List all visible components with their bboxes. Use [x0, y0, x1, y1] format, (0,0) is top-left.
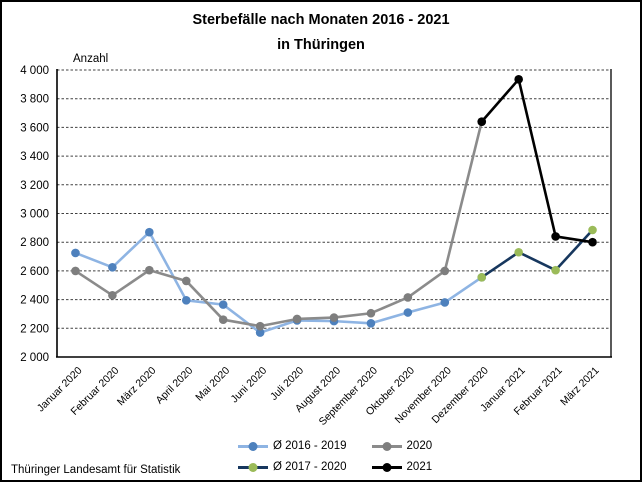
x-tick-label: Juni 2020 [229, 365, 270, 406]
data-point-marker [181, 276, 191, 286]
legend-swatch [371, 462, 402, 472]
legend-marker [382, 441, 392, 451]
data-point-marker [551, 232, 560, 241]
data-point-marker [477, 117, 487, 126]
data-point-marker [329, 313, 339, 322]
data-point-marker [292, 314, 302, 324]
legend-swatch [238, 441, 268, 451]
data-point-marker [108, 263, 117, 272]
chart-legend: Ø 2016 - 2019 2020 Ø 2017 - 2020 2021 [237, 440, 432, 473]
y-tick-label: 3 200 [20, 180, 49, 192]
series-line [74, 120, 484, 328]
x-tick-label: März 2020 [115, 365, 159, 409]
legend-marker [248, 462, 258, 472]
chart-title-line2: in Thüringen [277, 37, 365, 53]
data-point-marker [218, 300, 228, 309]
data-point-marker [218, 315, 228, 324]
data-point-marker [71, 248, 80, 258]
data-point-marker [403, 293, 413, 302]
legend-label: 2020 [406, 440, 433, 452]
legend-swatch [238, 462, 268, 472]
legend-label: Ø 2017 - 2020 [273, 461, 347, 473]
data-point-marker [145, 227, 154, 237]
y-tick-label: 3 600 [20, 122, 49, 134]
legend-item: Ø 2016 - 2019 [237, 440, 347, 452]
legend-label: Ø 2016 - 2019 [273, 440, 347, 452]
data-point-marker [440, 266, 450, 276]
y-tick-label: 2 200 [20, 323, 49, 335]
data-point-marker [366, 318, 376, 328]
legend-swatch [371, 441, 402, 451]
data-point-marker [514, 247, 523, 257]
legend-marker [382, 462, 392, 472]
data-point-marker [108, 290, 117, 300]
y-tick-label: 2 400 [20, 295, 49, 307]
data-point-marker [181, 296, 191, 305]
legend-item: 2021 [371, 461, 433, 473]
data-point-marker [255, 328, 265, 337]
data-point-marker [514, 75, 523, 84]
legend-label: 2021 [406, 461, 433, 473]
y-tick-label: 3 800 [20, 94, 49, 106]
y-tick-label: 4 000 [20, 65, 49, 77]
data-point-marker [551, 265, 560, 275]
series-line [74, 230, 484, 334]
y-tick-label: 2 600 [20, 266, 49, 278]
legend-item: Ø 2017 - 2020 [237, 461, 347, 473]
y-tick-label: 2 800 [20, 237, 49, 249]
y-tick-label: 3 400 [20, 151, 49, 163]
chart-title: Sterbefälle nach Monaten 2016 - 2021 in … [2, 8, 640, 58]
chart-title-line1: Sterbefälle nach Monaten 2016 - 2021 [192, 12, 450, 28]
data-point-marker [440, 298, 450, 307]
data-point-marker [145, 265, 154, 275]
y-axis-title: Anzahl [73, 53, 109, 65]
series-line [480, 228, 594, 279]
x-tick-label: März 2021 [558, 365, 602, 409]
x-tick-label: Juli 2020 [268, 365, 306, 403]
data-point-marker [366, 308, 376, 318]
data-point-marker [71, 266, 80, 276]
data-point-marker [588, 225, 597, 235]
data-point-marker [255, 321, 265, 331]
data-point-marker [477, 273, 487, 282]
y-tick-label: 3 000 [20, 209, 49, 221]
data-point-marker [588, 237, 597, 247]
y-tick-label: 2 000 [20, 352, 49, 364]
source-note: Thüringer Landesamt für Statistik [11, 464, 181, 476]
x-tick-label: April 2020 [153, 365, 195, 407]
legend-item: 2020 [371, 440, 433, 452]
x-tick-label: Mai 2020 [193, 365, 232, 404]
legend-marker [248, 441, 258, 451]
data-point-marker [403, 308, 413, 317]
series-line [480, 78, 594, 244]
